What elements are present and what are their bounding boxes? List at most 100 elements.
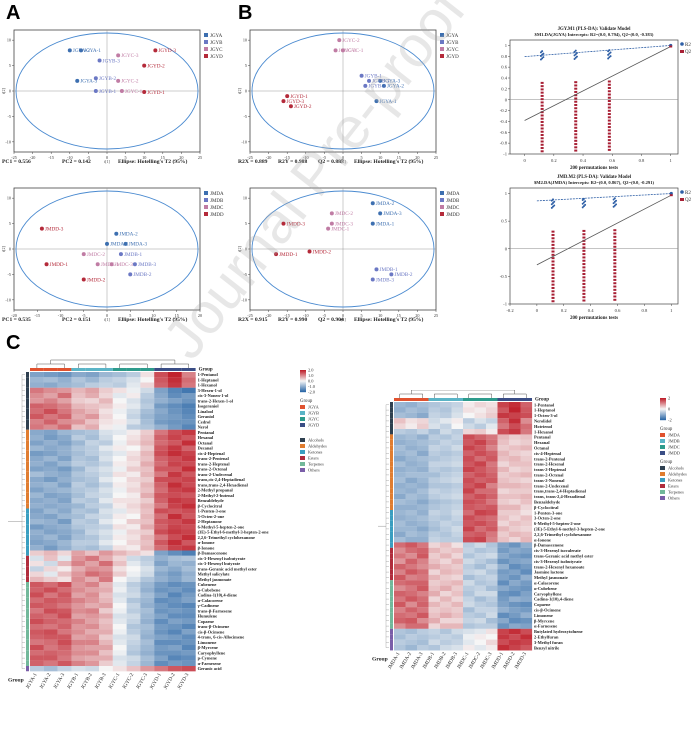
ellipse-label: Ellipse: Hotelling's T2 (95%) <box>118 316 187 322</box>
heatmap-cell <box>520 542 533 548</box>
compound-label: trans-2-Undecenal <box>534 483 569 488</box>
heatmap-cell <box>168 471 182 478</box>
heatmap-cell <box>126 529 141 535</box>
heatmap-cell <box>168 456 182 462</box>
heatmap-cell <box>509 591 521 597</box>
heatmap-cell <box>85 393 100 399</box>
q2-permuted-point <box>607 80 611 83</box>
score-point-label: JGYB-2 <box>368 84 386 90</box>
heatmap-cell <box>112 403 127 409</box>
heatmap-cell <box>181 529 196 535</box>
q2-permuted-point <box>540 143 544 146</box>
heatmap-cell <box>520 429 533 435</box>
heatmap-cell <box>440 547 452 554</box>
heatmap-cell <box>154 555 169 562</box>
heatmap-cell <box>112 645 127 651</box>
q2-permuted-point <box>540 120 544 123</box>
compound-label: trans,trans-2,4-Hexadienal <box>198 482 249 487</box>
perm-y-tick-label: -0.2 <box>500 108 508 113</box>
heatmap-cell <box>30 429 44 436</box>
compound-label: trans-2-Undecenal <box>198 472 233 477</box>
heatmap-cell <box>30 592 44 598</box>
heatmap-cell <box>168 566 182 572</box>
score-point <box>95 262 100 267</box>
heatmap-cell <box>428 547 441 554</box>
heatmap-cell <box>30 461 44 467</box>
group-annotation-cell <box>486 398 498 401</box>
compound-label: α-Ionone <box>198 540 215 545</box>
heatmap-cell <box>417 504 429 511</box>
r2-permuted-point <box>613 197 616 200</box>
class-annotation-cell <box>390 504 393 510</box>
class-annotation-cell <box>390 493 393 500</box>
heatmap-cell <box>57 377 72 383</box>
heatmap-cell <box>486 628 498 635</box>
heatmap-cell <box>509 450 521 457</box>
q2-permuted-point <box>582 299 586 302</box>
color-scale-step <box>300 379 306 381</box>
score-point-label: JMDB-1 <box>379 267 398 273</box>
heatmap-cell <box>57 576 72 583</box>
heatmap-cell <box>43 445 58 451</box>
heatmap-cell <box>451 623 464 629</box>
heatmap-cell <box>417 510 429 516</box>
heatmap-cell <box>30 650 44 656</box>
heatmap-cell <box>85 529 100 535</box>
heatmap-cell <box>43 618 58 625</box>
heatmap-cell <box>440 445 452 451</box>
heatmap-cell <box>154 445 169 451</box>
legend-r2-marker <box>680 190 684 194</box>
heatmap-cell <box>440 645 452 651</box>
heatmap-cell <box>85 592 100 598</box>
heatmap-cell <box>85 403 100 409</box>
class-annotation-cell <box>390 407 393 413</box>
q2-permuted-point <box>582 279 586 282</box>
legend-swatch <box>204 33 208 37</box>
class-annotation-cell <box>26 645 29 651</box>
q2-permuted-point <box>574 133 578 136</box>
class-annotation-cell <box>26 393 29 399</box>
heatmap-cell <box>140 456 155 462</box>
heatmap-cell <box>112 487 127 493</box>
heatmap-cell <box>30 408 44 415</box>
heatmap-cell <box>168 597 182 604</box>
heatmap-cell <box>126 429 141 436</box>
color-scale-step <box>300 377 306 379</box>
class-legend-label: Aldehydes <box>308 444 327 449</box>
legend-label: JMDB <box>210 199 224 204</box>
heatmap-cell <box>405 601 418 608</box>
heatmap-cell <box>520 564 533 570</box>
heatmap-cell <box>428 553 441 559</box>
heatmap-cell <box>112 571 127 577</box>
x-tick-label: 0 <box>106 313 108 318</box>
class-legend-title: Group <box>660 460 673 465</box>
compound-label: α-Farnesene <box>534 624 557 629</box>
heatmap-cell <box>509 542 521 548</box>
heatmap-cell <box>463 445 475 451</box>
q2-permuted-point <box>574 120 578 123</box>
heatmap-cell <box>394 488 406 494</box>
q2-permuted-point <box>582 229 586 232</box>
heatmap-cell <box>451 439 464 446</box>
heatmap-cell <box>112 587 127 593</box>
heatmap-cell <box>154 482 169 488</box>
heatmap-cell <box>405 574 418 581</box>
heatmap-cell <box>85 613 100 619</box>
class-legend-label: Aldehydes <box>668 472 687 477</box>
heatmap-cell <box>520 618 533 624</box>
heatmap-cell <box>417 628 429 635</box>
heatmap-cell <box>509 510 521 516</box>
y-tick-label: -10 <box>5 297 11 302</box>
heatmap-cell <box>486 612 498 619</box>
heatmap-cell <box>140 398 155 404</box>
heatmap-cell <box>99 655 113 661</box>
legend-r2-label: R2 <box>685 43 691 48</box>
color-scale-step <box>660 404 666 406</box>
q2-permuted-point <box>551 243 555 246</box>
heatmap-cell <box>520 418 533 424</box>
heatmap-cell <box>112 650 127 656</box>
color-scale-step <box>300 386 306 388</box>
compound-label: trans-Geranic acid methyl ester <box>534 554 593 559</box>
heatmap-cell <box>57 408 72 415</box>
heatmap-cell <box>428 628 441 635</box>
